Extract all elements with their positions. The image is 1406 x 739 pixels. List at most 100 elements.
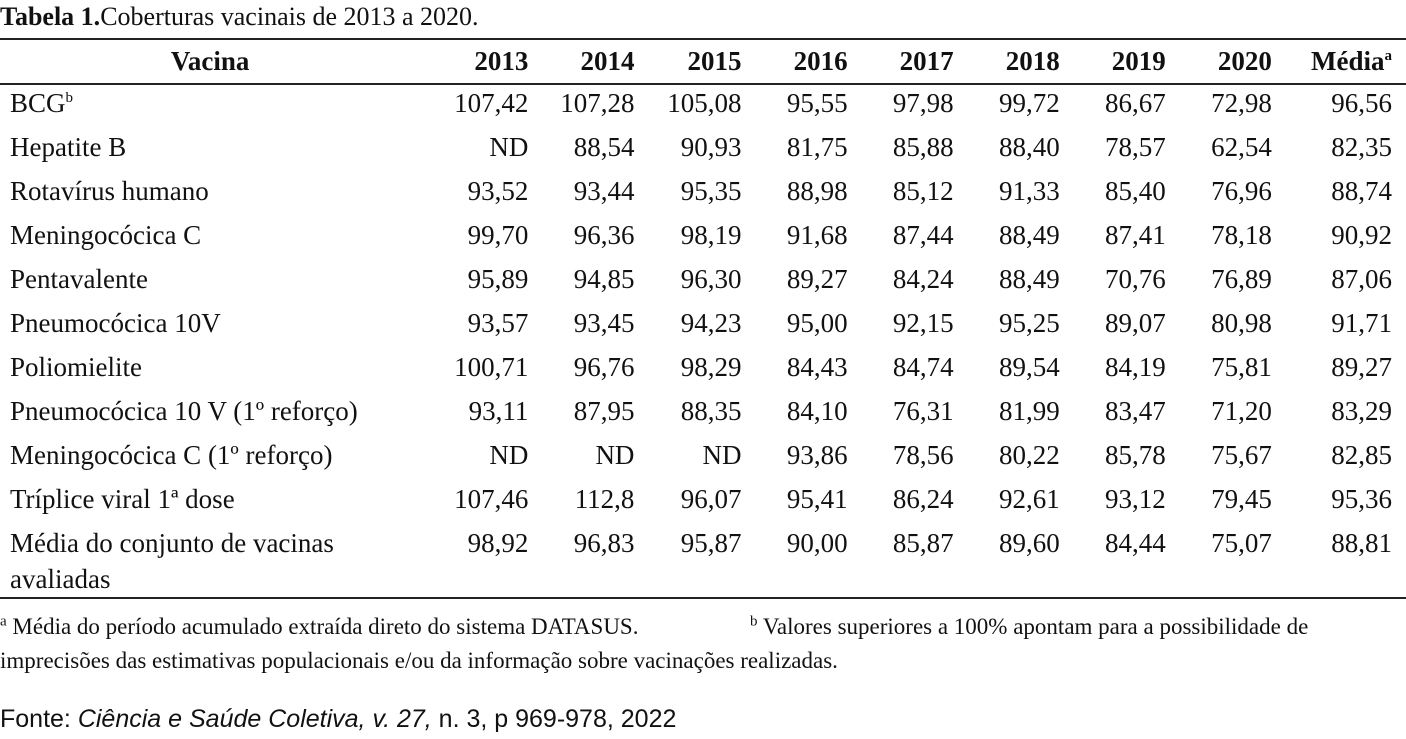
- coverage-value: 93,11: [468, 396, 529, 426]
- table-row: BCGb 107,42 107,28 105,08 95,55 97,98 99,72 86,…: [0, 84, 1406, 129]
- coverage-value: 93,44: [573, 176, 635, 206]
- coverage-value: 88,98: [786, 176, 848, 206]
- coverage-value: 88,40: [998, 132, 1060, 162]
- footnote-b-continuation: imprecisões das estimativas populacionai…: [0, 648, 838, 673]
- table-row: Meningocócica C (1º reforço) ND ND ND 93,86 7…: [0, 437, 1406, 481]
- header-year: 2017: [899, 46, 954, 76]
- coverage-value: 81,99: [998, 396, 1060, 426]
- coverage-value: 76,89: [1211, 264, 1272, 294]
- footnote-a-text: Média do período acumulado extraída dire…: [12, 614, 639, 639]
- header-row: Vacina 2013 2014 2015 2016 2017 2018 201…: [0, 39, 1406, 84]
- table-row: Pneumocócica 10V 93,57 93,45 94,23 95,00 92,1…: [0, 305, 1406, 349]
- vaccine-name: Poliomielite: [0, 349, 420, 393]
- coverage-value: 107,46: [454, 484, 529, 514]
- coverage-value: 88,54: [573, 132, 635, 162]
- coverage-value: 92,61: [998, 484, 1060, 514]
- coverage-value: 91,71: [1331, 308, 1392, 338]
- coverage-value: 78,57: [1105, 132, 1166, 162]
- footnote-a: a Média do período acumulado extraída di…: [0, 610, 638, 644]
- coverage-value: 76,31: [892, 396, 954, 426]
- coverage-value: 92,15: [892, 308, 954, 338]
- coverage-value: ND: [489, 440, 529, 470]
- coverage-value: 96,30: [680, 264, 742, 294]
- coverage-value: 88,35: [680, 396, 742, 426]
- vaccine-name-text: Hepatite B: [10, 132, 127, 162]
- coverage-value: 78,56: [892, 440, 954, 470]
- vaccine-name: Média do conjunto de vacinas avaliadas: [0, 525, 420, 598]
- coverage-value: 84,44: [1105, 528, 1166, 558]
- coverage-value: 96,83: [573, 528, 635, 558]
- coverage-value: 89,07: [1105, 308, 1166, 338]
- coverage-value: 81,75: [786, 132, 848, 162]
- coverage-value: 72,98: [1211, 88, 1272, 118]
- header-year: 2013: [474, 46, 529, 76]
- coverage-value: 105,08: [667, 88, 742, 118]
- coverage-value: 78,18: [1211, 220, 1272, 250]
- coverage-value: 98,19: [680, 220, 742, 250]
- footnote-b-text-line1: Valores superiores a 100% apontam para a…: [762, 614, 1309, 639]
- coverage-value: ND: [702, 440, 742, 470]
- coverage-value: 93,57: [467, 308, 529, 338]
- source-rest: n. 3, p 969-978, 2022: [431, 705, 677, 733]
- header-media-footnote: a: [1384, 48, 1393, 64]
- coverage-value: 93,86: [786, 440, 848, 470]
- coverage-value: 75,67: [1211, 440, 1272, 470]
- vaccine-name-text: Pneumocócica 10V: [10, 308, 221, 338]
- footnote-b-mark: b: [750, 613, 758, 630]
- coverage-value: 90,93: [680, 132, 742, 162]
- coverage-value: 71,20: [1211, 396, 1272, 426]
- coverage-value: 95,89: [467, 264, 529, 294]
- source-prefix: Fonte:: [0, 705, 78, 733]
- coverage-value: 76,96: [1211, 176, 1272, 206]
- coverage-value: 89,54: [998, 352, 1060, 382]
- coverage-value: 75,81: [1211, 352, 1272, 382]
- coverage-value: 96,07: [680, 484, 742, 514]
- coverage-value: 85,12: [892, 176, 954, 206]
- coverage-value: 99,70: [467, 220, 529, 250]
- coverage-value: ND: [489, 132, 529, 162]
- vaccine-name: Hepatite B: [0, 129, 420, 173]
- vaccination-coverage-table: Vacina 2013 2014 2015 2016 2017 2018 201…: [0, 38, 1406, 599]
- vaccine-name-text: Média do conjunto de vacinas avaliadas: [10, 528, 334, 594]
- coverage-value: 89,27: [786, 264, 848, 294]
- table-row: Pneumocócica 10 V (1º reforço) 93,11 87,95…: [0, 393, 1406, 437]
- header-media-label: Média: [1311, 46, 1385, 76]
- coverage-value: 96,76: [573, 352, 635, 382]
- table-row: Meningocócica C 99,70 96,36 98,19 91,68 87,44…: [0, 217, 1406, 261]
- coverage-value: 83,29: [1331, 396, 1392, 426]
- coverage-value: 85,40: [1105, 176, 1166, 206]
- coverage-value: 88,74: [1331, 176, 1392, 206]
- header-vacina: Vacina: [170, 46, 250, 76]
- vaccine-name: BCGb: [0, 84, 420, 129]
- source-citation: Fonte: Ciência e Saúde Coletiva, v. 27, …: [0, 705, 676, 734]
- coverage-value: 89,27: [1331, 352, 1392, 382]
- coverage-value: 84,19: [1105, 352, 1166, 382]
- header-media: Médiaa: [1286, 39, 1406, 84]
- coverage-value: 75,07: [1211, 528, 1272, 558]
- coverage-value: 80,22: [998, 440, 1060, 470]
- coverage-value: 99,72: [998, 88, 1060, 118]
- table-row: Tríplice viral 1ª dose 107,46 112,8 96,07 95…: [0, 481, 1406, 525]
- table-row: Pentavalente 95,89 94,85 96,30 89,27 84,24 88,…: [0, 261, 1406, 305]
- header-year: 2015: [687, 46, 742, 76]
- coverage-value: 93,12: [1105, 484, 1166, 514]
- coverage-value: 96,36: [573, 220, 635, 250]
- coverage-value: 107,42: [454, 88, 529, 118]
- coverage-value: 62,54: [1211, 132, 1272, 162]
- coverage-value: 93,52: [467, 176, 529, 206]
- coverage-value: ND: [595, 440, 635, 470]
- header-year: 2019: [1111, 46, 1166, 76]
- coverage-value: 87,06: [1331, 264, 1392, 294]
- coverage-value: 90,92: [1331, 220, 1392, 250]
- footnote-mark: b: [65, 90, 74, 106]
- coverage-value: 84,43: [786, 352, 848, 382]
- coverage-value: 95,36: [1331, 484, 1392, 514]
- footnote-a-mark: a: [0, 613, 7, 630]
- coverage-value: 95,55: [786, 88, 848, 118]
- coverage-value: 79,45: [1211, 484, 1272, 514]
- caption-label: Tabela 1.: [0, 2, 101, 31]
- coverage-value: 84,74: [892, 352, 954, 382]
- header-year: 2016: [793, 46, 848, 76]
- coverage-value: 90,00: [786, 528, 848, 558]
- coverage-value: 96,56: [1331, 88, 1392, 118]
